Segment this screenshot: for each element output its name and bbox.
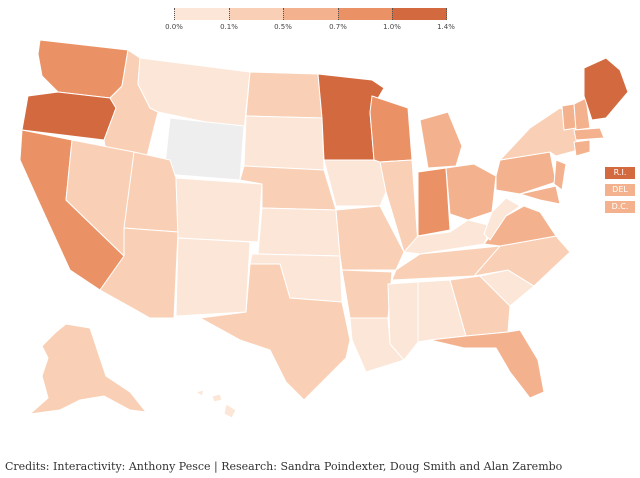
legend-label: 1.0%: [383, 23, 401, 31]
state-in[interactable]: [417, 167, 451, 237]
state-ky[interactable]: [403, 219, 493, 255]
legend-swatch: [338, 8, 392, 20]
state-ct[interactable]: [573, 139, 591, 157]
legend-label: 0.5%: [274, 23, 292, 31]
legend-label: 0.7%: [329, 23, 347, 31]
state-ma[interactable]: [573, 127, 605, 141]
state-nd[interactable]: [245, 71, 323, 119]
legend-swatch: [174, 8, 229, 20]
legend-tick: [283, 8, 284, 20]
small-state-ri[interactable]: R.I.: [604, 166, 636, 180]
state-wa[interactable]: [37, 39, 129, 99]
state-ar[interactable]: [341, 269, 393, 319]
state-hi[interactable]: [194, 389, 237, 419]
legend-tick: [392, 8, 393, 20]
legend-label: 0.1%: [220, 23, 238, 31]
legend-label: 0.0%: [165, 23, 183, 31]
small-state-del[interactable]: DEL: [604, 183, 636, 197]
state-sd[interactable]: [243, 115, 325, 171]
state-tx[interactable]: [198, 263, 351, 401]
state-me[interactable]: [583, 57, 629, 121]
legend-swatch: [283, 8, 338, 20]
state-md[interactable]: [518, 185, 561, 205]
state-oh[interactable]: [445, 163, 497, 221]
legend-label: 1.4%: [437, 23, 455, 31]
state-wi[interactable]: [369, 95, 413, 163]
state-nj[interactable]: [553, 159, 567, 191]
state-ks[interactable]: [257, 207, 341, 257]
us-map: [19, 39, 629, 419]
state-ut[interactable]: [123, 151, 179, 233]
state-wy[interactable]: [163, 117, 245, 181]
legend-tick: [174, 8, 175, 20]
state-mi[interactable]: [419, 111, 463, 169]
legend-tick: [229, 8, 230, 20]
small-state-dc[interactable]: D.C.: [604, 200, 636, 214]
legend-swatch: [392, 8, 447, 20]
state-co[interactable]: [175, 177, 263, 243]
state-wv[interactable]: [483, 197, 521, 241]
legend-tick: [338, 8, 339, 20]
legend-swatch: [229, 8, 283, 20]
state-ia[interactable]: [323, 159, 387, 207]
state-nm[interactable]: [175, 237, 251, 317]
state-nh[interactable]: [573, 97, 591, 131]
state-ak[interactable]: [28, 323, 148, 415]
credits: Credits: Interactivity: Anthony Pesce | …: [5, 460, 563, 473]
state-ms[interactable]: [387, 281, 419, 361]
legend: 0.0% 0.1% 0.5% 0.7% 1.0% 1.4%: [165, 4, 455, 32]
legend-tick: [446, 8, 447, 20]
state-fl[interactable]: [429, 329, 545, 399]
